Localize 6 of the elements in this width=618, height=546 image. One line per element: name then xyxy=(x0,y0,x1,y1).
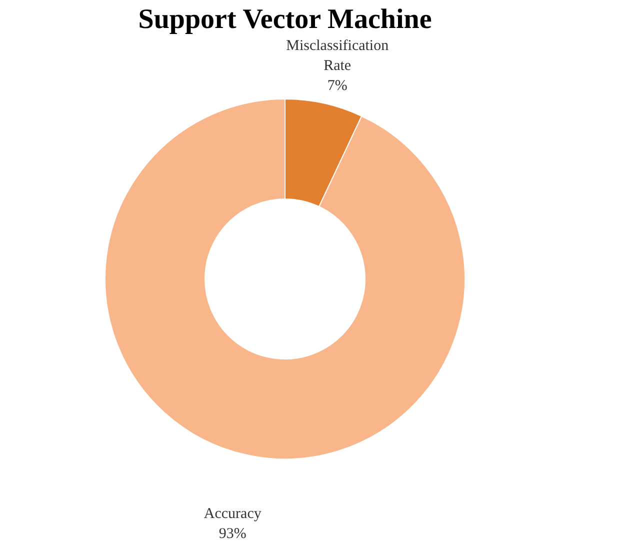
donut-slice xyxy=(104,98,466,460)
chart-title: Support Vector Machine xyxy=(138,4,432,35)
data-label: 93% xyxy=(218,526,246,542)
data-label: 7% xyxy=(327,78,348,94)
slice-label: Accuracy xyxy=(204,506,262,522)
slice-label: Misclassification Rate xyxy=(286,38,390,74)
